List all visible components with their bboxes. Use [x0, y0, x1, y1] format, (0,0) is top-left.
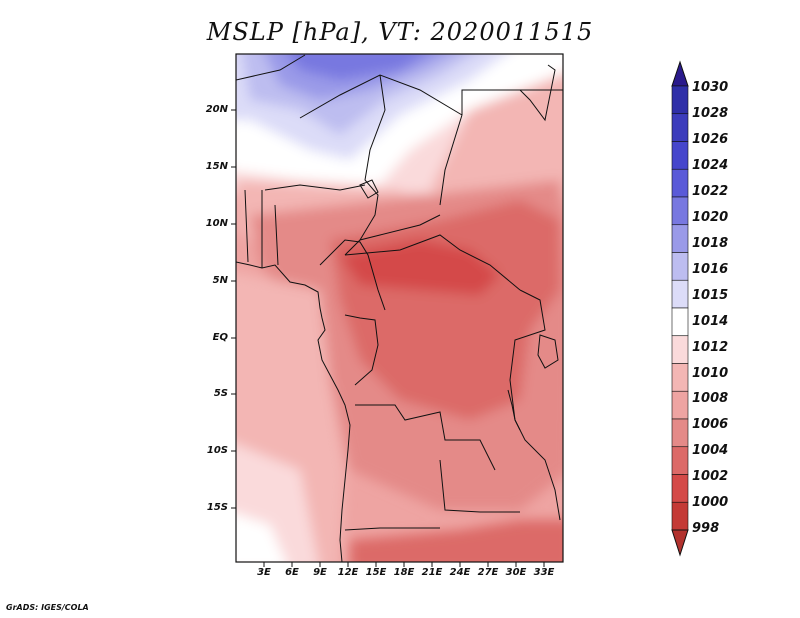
- border-angola-namibia: [344, 527, 440, 531]
- border-angola-zambia: [439, 459, 520, 513]
- lon-label-33e: 33E: [533, 567, 555, 578]
- border-niger-nigeria: [264, 184, 366, 191]
- lon-label-30e: 30E: [505, 567, 527, 578]
- colorbar-label-1022: 1022: [692, 184, 729, 199]
- lon-label-12e: 12E: [337, 567, 359, 578]
- colorbar-bottom-arrow: [671, 529, 689, 557]
- lat-label-15s: 15S: [206, 502, 228, 513]
- grads-credit: GrADS: IGES/COLA: [6, 603, 89, 612]
- colorbar-cell: [671, 363, 689, 392]
- coastline-west-africa: [236, 261, 351, 562]
- map-title: MSLP [hPa], VT: 2020011515: [206, 18, 594, 46]
- lon-label-24e: 24E: [449, 567, 471, 578]
- colorbar-label-1030: 1030: [692, 80, 729, 95]
- colorbar-label-1018: 1018: [692, 236, 729, 251]
- pressure-band-1004: [340, 240, 500, 295]
- border-drc-angola: [355, 404, 496, 471]
- pressure-band-1012-ne: [430, 73, 563, 205]
- border-car-drc: [344, 234, 521, 291]
- colorbar-cell: [671, 168, 689, 198]
- colorbar-label-1008: 1008: [692, 391, 729, 406]
- colorbar-label-1016: 1016: [692, 262, 729, 277]
- border-chad-car: [344, 214, 441, 256]
- colorbar-label-1012: 1012: [692, 340, 729, 355]
- lon-label-6e: 6E: [285, 567, 299, 578]
- colorbar-cell: [671, 390, 689, 420]
- colorbar-cell: [671, 141, 689, 170]
- colorbar-cell: [671, 252, 689, 281]
- lat-label-10n: 10N: [205, 218, 228, 229]
- lake-chad: [359, 179, 379, 199]
- pressure-band-1022: [287, 54, 425, 80]
- colorbar-top-arrow: [671, 60, 689, 87]
- lat-label-5s: 5S: [213, 388, 228, 399]
- colorbar-cell: [671, 418, 689, 448]
- lon-label-9e: 9E: [313, 567, 327, 578]
- colorbar-cell: [671, 279, 689, 309]
- colorbar-label-1006: 1006: [692, 417, 729, 432]
- colorbar-label-1000: 1000: [692, 495, 729, 510]
- border-congo-drc: [344, 314, 379, 386]
- colorbar-label-1020: 1020: [692, 210, 729, 225]
- map-frame: [235, 53, 564, 563]
- lat-label-10s: 10S: [206, 445, 228, 456]
- lon-label-21e: 21E: [421, 567, 443, 578]
- colorbar-label-1002: 1002: [692, 469, 729, 484]
- lat-label-5n: 5N: [212, 275, 228, 286]
- colorbar-label-1004: 1004: [692, 443, 729, 458]
- lon-label-27e: 27E: [477, 567, 499, 578]
- lon-label-18e: 18E: [393, 567, 415, 578]
- colorbar-label-1026: 1026: [692, 132, 729, 147]
- colorbar-cell: [671, 474, 689, 503]
- colorbar-cell: [671, 307, 689, 337]
- lat-label-20n: 20N: [205, 104, 228, 115]
- colorbar-label-1010: 1010: [692, 366, 729, 381]
- pressure-band-1014-sw: [236, 513, 286, 562]
- colorbar: [671, 60, 689, 557]
- colorbar-cell: [671, 335, 689, 364]
- border-sudan-southsudan: [439, 114, 463, 206]
- lat-label-eq: EQ: [212, 332, 228, 343]
- lat-label-15n: 15N: [205, 161, 228, 172]
- border-libya-niger: [236, 54, 306, 81]
- colorbar-cell: [671, 224, 689, 253]
- lon-label-3e: 3E: [257, 567, 271, 578]
- border-benin-togo: [244, 189, 279, 268]
- lon-label-15e: 15E: [365, 567, 387, 578]
- colorbar-label-1015: 1015: [692, 288, 729, 303]
- border-east-africa: [509, 289, 561, 521]
- colorbar-cell: [671, 113, 689, 142]
- coastlines-and-borders: [236, 54, 563, 562]
- border-egypt-sudan: [461, 89, 563, 115]
- colorbar-cell: [671, 446, 689, 475]
- border-nigeria-cameroon: [319, 239, 386, 311]
- red-sea-coast: [519, 64, 556, 122]
- colorbar-label-998: 998: [692, 521, 720, 536]
- border-sudan-chad: [359, 74, 386, 241]
- lake-tanganyika: [507, 389, 521, 431]
- colorbar-label-1014: 1014: [692, 314, 729, 329]
- colorbar-cell: [671, 501, 689, 531]
- colorbar-label-1028: 1028: [692, 106, 729, 121]
- colorbar-label-1024: 1024: [692, 158, 729, 173]
- axis-ticks: [231, 109, 545, 567]
- colorbar-cell: [671, 196, 689, 226]
- pressure-band-1006-south: [350, 520, 563, 562]
- colorbar-cell: [671, 85, 689, 115]
- lake-victoria: [537, 334, 559, 369]
